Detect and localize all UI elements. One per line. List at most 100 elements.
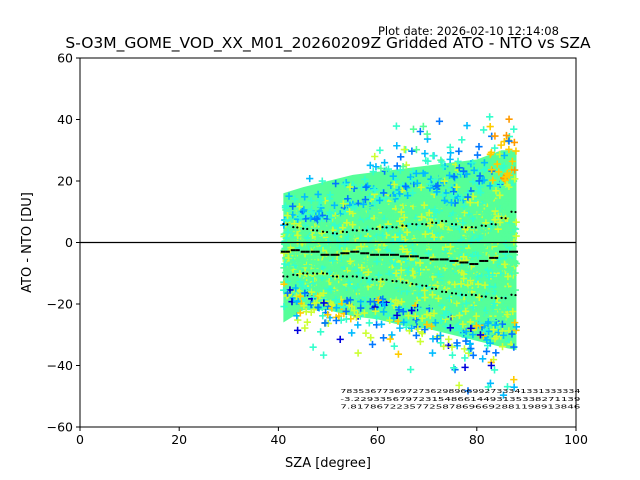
scatter-point [461, 354, 469, 362]
scatter-point [433, 254, 441, 262]
scatter-point [454, 322, 462, 330]
scatter-point [465, 346, 473, 354]
scatter-point [469, 351, 477, 359]
scatter-point [316, 279, 324, 287]
scatter-point [397, 287, 405, 295]
scatter-point [489, 176, 497, 184]
scatter-point [430, 309, 438, 317]
scatter-point [451, 296, 459, 304]
scatter-point [453, 183, 461, 191]
scatter-point [284, 290, 292, 299]
std-point [480, 295, 483, 298]
mean-point [409, 255, 415, 258]
x-tick-label: 60 [370, 432, 386, 447]
scatter-point [342, 307, 350, 315]
scatter-point [494, 212, 502, 220]
scatter-point [495, 168, 503, 176]
scatter-point [377, 219, 386, 227]
scatter-point [417, 183, 425, 191]
scatter-point [396, 324, 404, 332]
scatter-point [407, 365, 415, 374]
scatter-point [423, 298, 432, 307]
std-point [460, 293, 464, 296]
std-point [292, 273, 295, 276]
scatter-point [320, 299, 328, 307]
scatter-point [507, 258, 516, 267]
std-point [335, 275, 339, 278]
scatter-point [375, 271, 383, 279]
scatter-point [357, 243, 365, 251]
scatter-point [430, 171, 438, 179]
y-axis-label: ATO - NTO [DU] [20, 192, 35, 293]
scatter-point [331, 221, 339, 229]
std-point [335, 232, 339, 235]
std-point [385, 226, 388, 229]
scatter-point [504, 194, 512, 203]
scatter-point [437, 249, 445, 257]
scatter-point [498, 343, 507, 351]
scatter-point [402, 218, 410, 226]
scatter-point [354, 269, 362, 277]
scatter-point [332, 316, 340, 325]
scatter-point [359, 200, 367, 208]
scatter-point [454, 249, 462, 257]
scatter-point [391, 259, 399, 268]
scatter-point [450, 172, 458, 181]
mean-point-link [464, 261, 469, 264]
mean-point-link [325, 253, 330, 256]
scatter-point [457, 280, 465, 288]
scatter-point [488, 166, 496, 174]
scatter-point [459, 219, 467, 227]
scatter-point [421, 244, 429, 252]
scatter-point [472, 312, 480, 320]
mean-point-link [454, 259, 459, 262]
std-point [494, 223, 497, 226]
scatter-point [499, 164, 507, 172]
scatter-point [336, 335, 344, 343]
scatter-point [474, 252, 482, 260]
scatter-point [441, 297, 449, 305]
scatter-point [296, 309, 304, 317]
scatter-point [441, 311, 449, 319]
std-point [490, 296, 493, 299]
scatter-point [397, 153, 405, 161]
scatter-point [318, 229, 326, 237]
scatter-point [370, 285, 378, 293]
scatter-point [464, 193, 472, 201]
scatter-point [306, 174, 314, 183]
std-point [444, 290, 448, 294]
mean-point [360, 252, 366, 255]
scatter-point [505, 145, 513, 154]
scatter-point [454, 157, 462, 165]
scatter-point [495, 309, 503, 317]
scatter-point [298, 282, 306, 290]
scatter-point [422, 194, 430, 202]
std-point [411, 282, 414, 286]
scatter-point [458, 330, 466, 338]
scatter-point [426, 204, 435, 212]
mean-point-link [355, 250, 360, 253]
scatter-point [313, 215, 321, 223]
scatter-point [465, 210, 473, 218]
scatter-point [360, 309, 368, 317]
scatter-point [304, 262, 312, 270]
scatter-point [309, 343, 317, 351]
scatter-point [284, 211, 292, 220]
scatter-point [299, 230, 307, 238]
scatter-point [350, 292, 358, 300]
std-point [435, 287, 438, 291]
scatter-point [286, 264, 294, 272]
scatter-point [392, 269, 400, 277]
scatter-point [463, 233, 472, 241]
scatter-point [511, 319, 519, 327]
scatter-point [307, 197, 315, 205]
scatter-point [432, 227, 440, 235]
scatter-point [506, 213, 515, 222]
scatter-point [485, 273, 493, 281]
std-point [302, 272, 305, 275]
mean-point [439, 258, 445, 261]
scatter-point [332, 304, 341, 312]
std-point [302, 227, 305, 230]
scatter-point [452, 274, 460, 282]
scatter-point [490, 325, 498, 334]
